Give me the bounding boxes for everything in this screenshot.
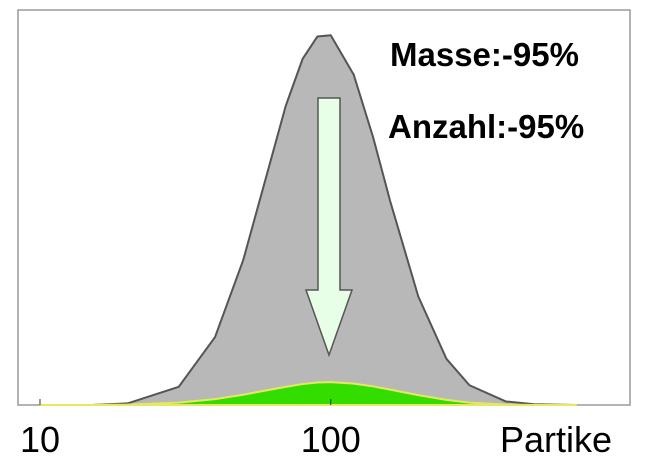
arrow [304,97,354,358]
area [39,34,578,406]
x-tick-label: 100 [301,419,361,460]
x-axis-label: Partike [500,419,612,460]
annotation: Masse:-95% [390,36,579,73]
areas [39,34,578,406]
x-tick-label: 10 [20,419,60,460]
annotation: Anzahl:-95% [388,108,584,145]
area [39,381,578,406]
